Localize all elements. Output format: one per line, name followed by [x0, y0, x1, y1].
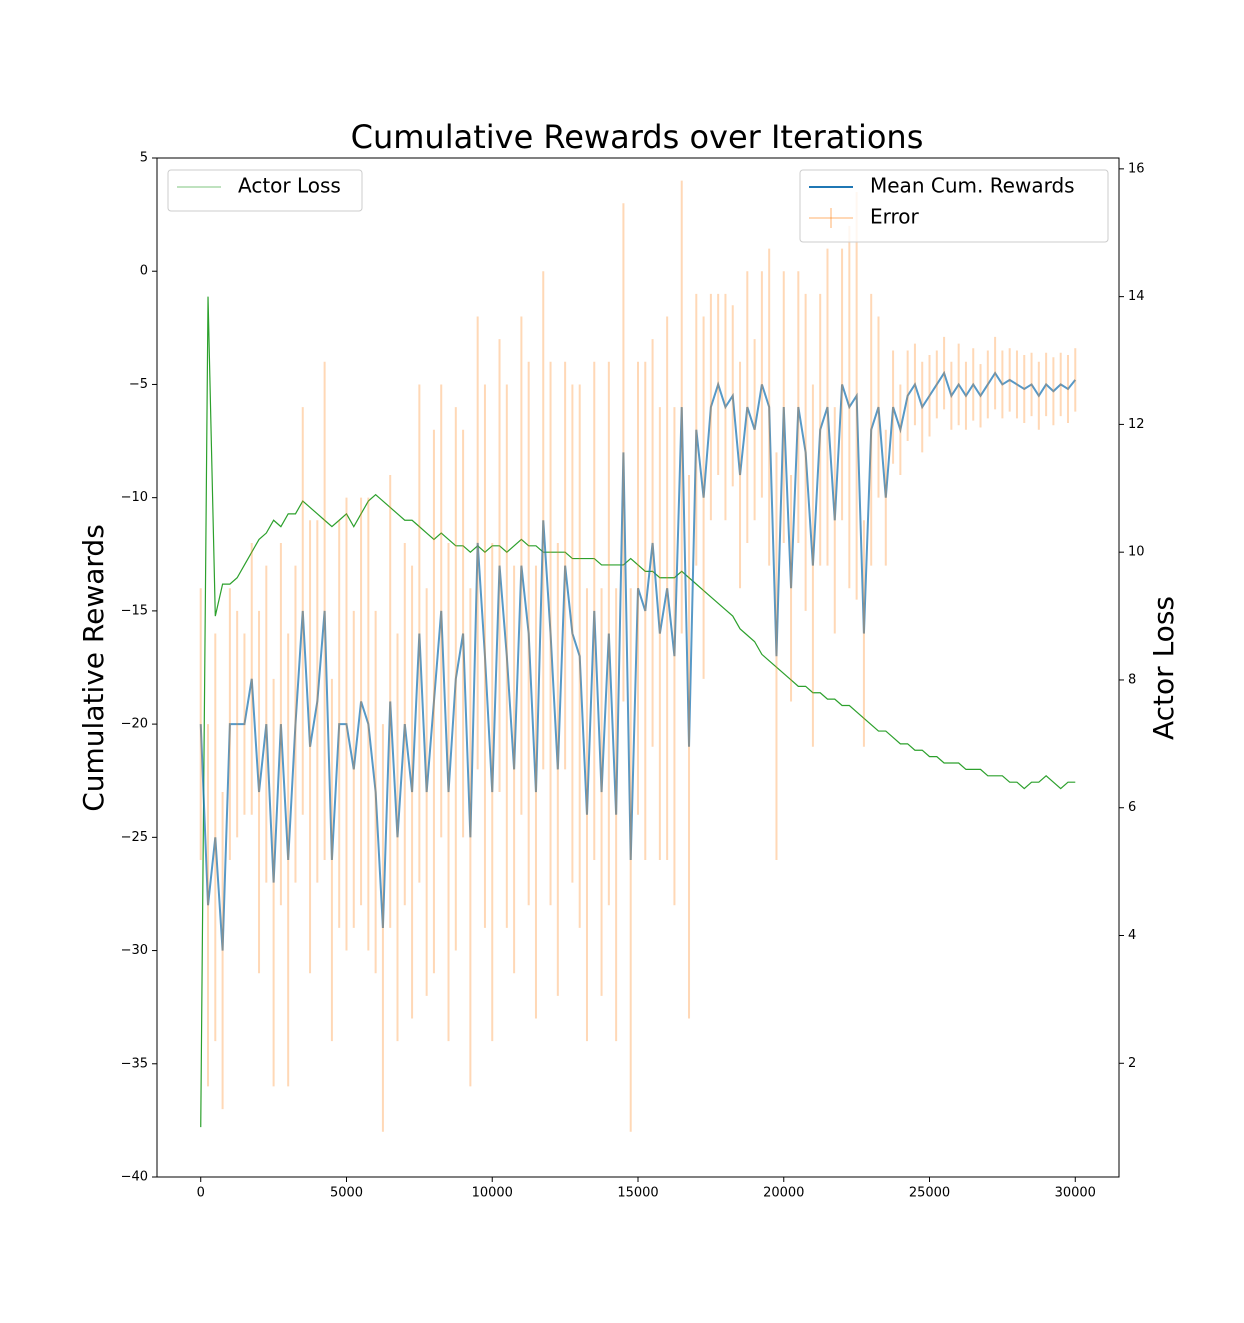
y2-tick-label: 10 [1128, 545, 1145, 560]
y-tick-label: 5 [140, 151, 148, 166]
legend-label: Error [870, 205, 920, 229]
y-tick-label: −35 [121, 1056, 148, 1071]
legend-label: Actor Loss [238, 174, 341, 198]
plot-frame [156, 157, 1120, 1178]
legend-box [799, 169, 1109, 243]
y2-tick-label: 14 [1128, 289, 1145, 304]
y2-tick-label: 2 [1128, 1056, 1136, 1071]
y-tick-label: −5 [129, 377, 148, 392]
line [200, 296, 1076, 1128]
line [199, 370, 1077, 951]
x-tick-label: 30000 [1055, 1186, 1096, 1201]
y-tick-label: 0 [140, 264, 148, 279]
chart-title: Cumulative Rewards over Iterations [351, 118, 924, 156]
x-tick-label: 5000 [330, 1186, 363, 1201]
y2-tick-label: 8 [1128, 672, 1136, 687]
x-tick-label: 20000 [763, 1186, 804, 1201]
legend-box [167, 169, 363, 212]
y2-axis-label: Actor Loss [1147, 596, 1180, 740]
y-tick-label: −10 [121, 490, 148, 505]
x-tick-label: 25000 [909, 1186, 950, 1201]
legend-label: Mean Cum. Rewards [870, 174, 1075, 198]
y2-tick-label: 12 [1128, 417, 1145, 432]
y-tick-label: −20 [121, 717, 148, 732]
y2-tick-label: 6 [1128, 800, 1136, 815]
y-tick-label: −15 [121, 603, 148, 618]
y2-tick-label: 16 [1128, 161, 1145, 176]
y-tick-label: −40 [121, 1170, 148, 1185]
x-tick-label: 0 [197, 1186, 205, 1201]
y-tick-label: −30 [121, 943, 148, 958]
y-axis-label: Cumulative Rewards [77, 524, 110, 812]
x-tick-label: 10000 [472, 1186, 513, 1201]
y-tick-label: −25 [121, 830, 148, 845]
x-tick-label: 15000 [617, 1186, 658, 1201]
y2-tick-label: 4 [1128, 928, 1136, 943]
